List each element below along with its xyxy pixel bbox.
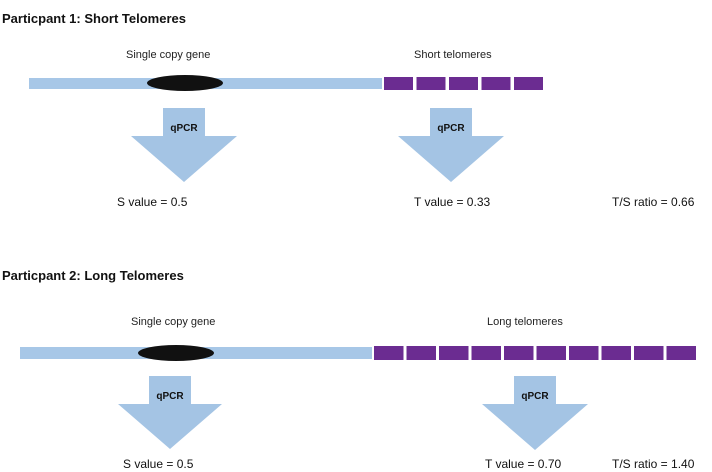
participant-2-telomere-block — [472, 346, 502, 360]
participant-2-s-value: S value = 0.5 — [123, 457, 193, 471]
participant-2-telomere-block — [374, 346, 404, 360]
participant-2-gene-oval — [138, 345, 214, 361]
participant-2-telomere-block — [602, 346, 632, 360]
participant-2-telomere-block — [569, 346, 599, 360]
participant-2-telomere-blocks — [374, 346, 696, 360]
participant-2-arrow-2: qPCR — [482, 376, 588, 450]
participant-2-arrow-1-label: qPCR — [156, 391, 184, 402]
participant-2-telomere-block — [667, 346, 697, 360]
participant-2-ts-ratio: T/S ratio = 1.40 — [612, 457, 694, 471]
participant-2-arrow-1: qPCR — [118, 376, 222, 449]
participant-2-telomere-block — [504, 346, 534, 360]
participant-2-telomere-block — [407, 346, 437, 360]
participant-2-telomere-block — [439, 346, 469, 360]
participant-2-arrow-2-label: qPCR — [521, 391, 549, 402]
participant-2-telomere-block — [634, 346, 664, 360]
participant-2-telomere-block — [537, 346, 567, 360]
participant-2-t-value: T value = 0.70 — [485, 457, 561, 471]
